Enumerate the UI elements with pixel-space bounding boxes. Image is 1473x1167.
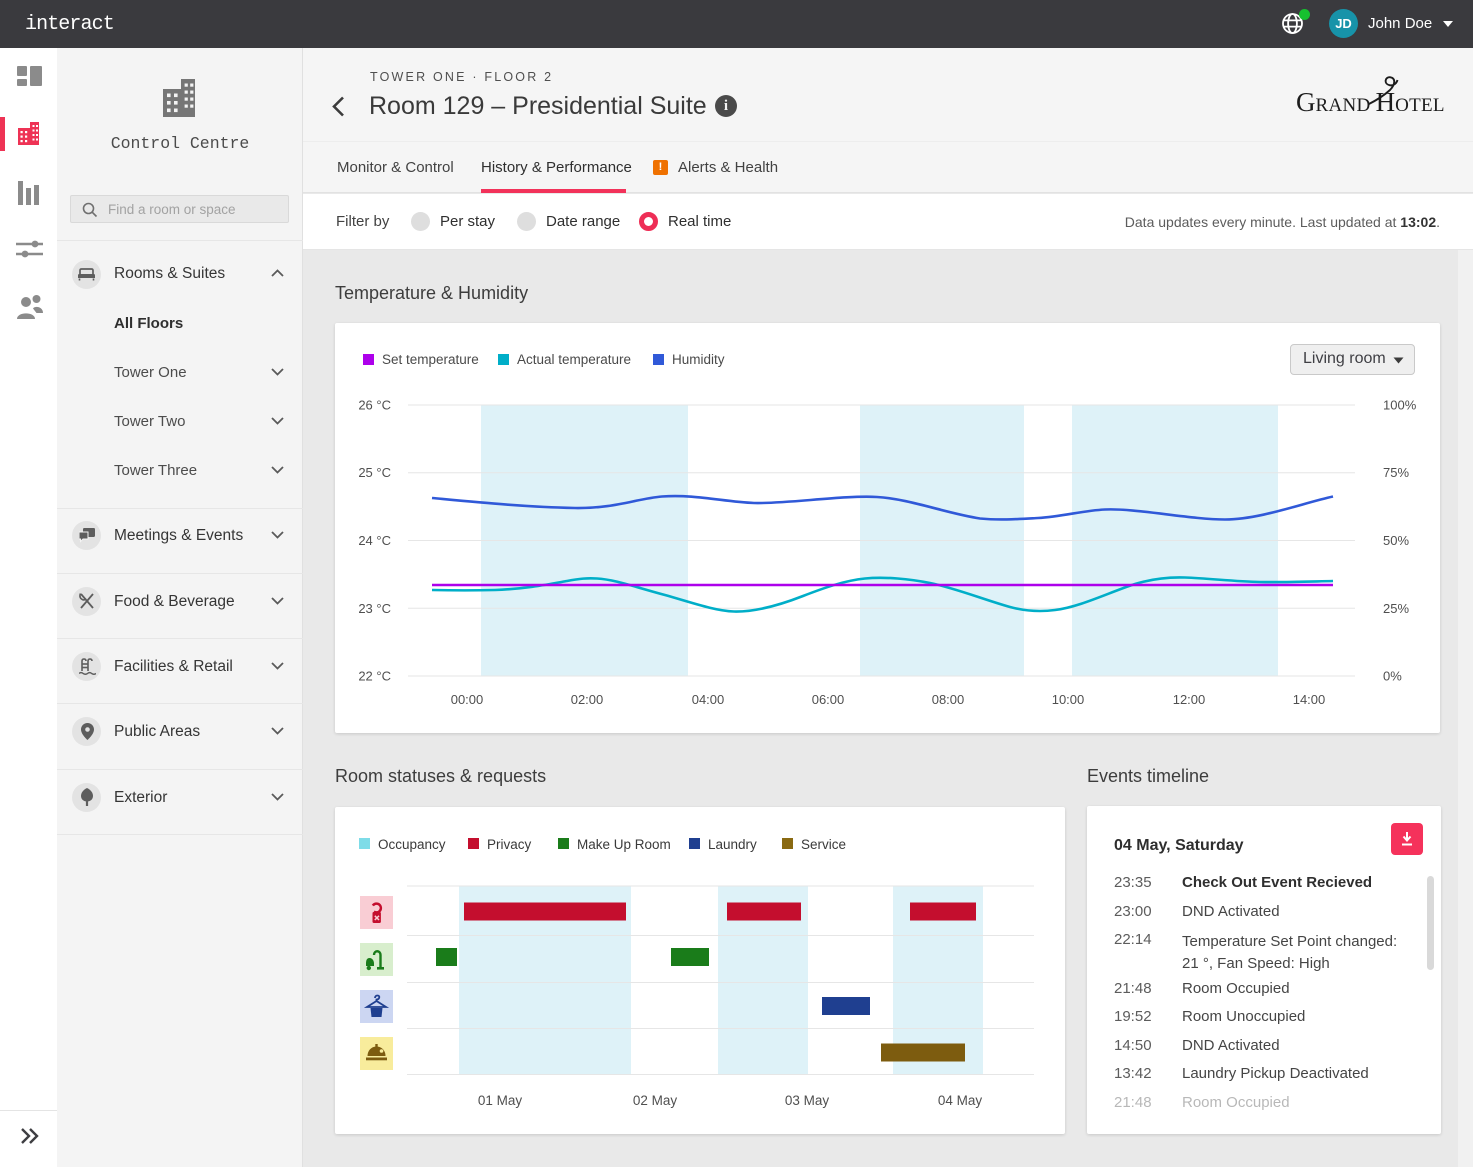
svg-text:0%: 0%	[1383, 669, 1402, 684]
svg-text:26 °C: 26 °C	[358, 398, 391, 413]
svg-text:04:00: 04:00	[692, 692, 725, 707]
svg-text:22 °C: 22 °C	[358, 669, 391, 684]
svg-text:25%: 25%	[1383, 601, 1409, 616]
svg-text:Laundry: Laundry	[708, 837, 757, 852]
svg-text:Service: Service	[801, 837, 846, 852]
svg-text:24 °C: 24 °C	[358, 533, 391, 548]
svg-text:02:00: 02:00	[571, 692, 604, 707]
svg-text:10:00: 10:00	[1052, 692, 1085, 707]
svg-text:14:00: 14:00	[1293, 692, 1326, 707]
svg-text:23 °C: 23 °C	[358, 601, 391, 616]
svg-text:03 May: 03 May	[785, 1093, 830, 1108]
svg-text:100%: 100%	[1383, 398, 1417, 413]
svg-text:02 May: 02 May	[633, 1093, 678, 1108]
svg-text:06:00: 06:00	[812, 692, 845, 707]
svg-text:12:00: 12:00	[1173, 692, 1206, 707]
svg-text:Privacy: Privacy	[487, 837, 532, 852]
svg-text:Make Up Room: Make Up Room	[577, 837, 671, 852]
svg-text:04 May: 04 May	[938, 1093, 983, 1108]
svg-text:75%: 75%	[1383, 465, 1409, 480]
svg-text:Occupancy: Occupancy	[378, 837, 446, 852]
svg-text:25 °C: 25 °C	[358, 465, 391, 480]
svg-text:00:00: 00:00	[451, 692, 484, 707]
svg-text:50%: 50%	[1383, 533, 1409, 548]
svg-text:01 May: 01 May	[478, 1093, 523, 1108]
svg-text:08:00: 08:00	[932, 692, 965, 707]
